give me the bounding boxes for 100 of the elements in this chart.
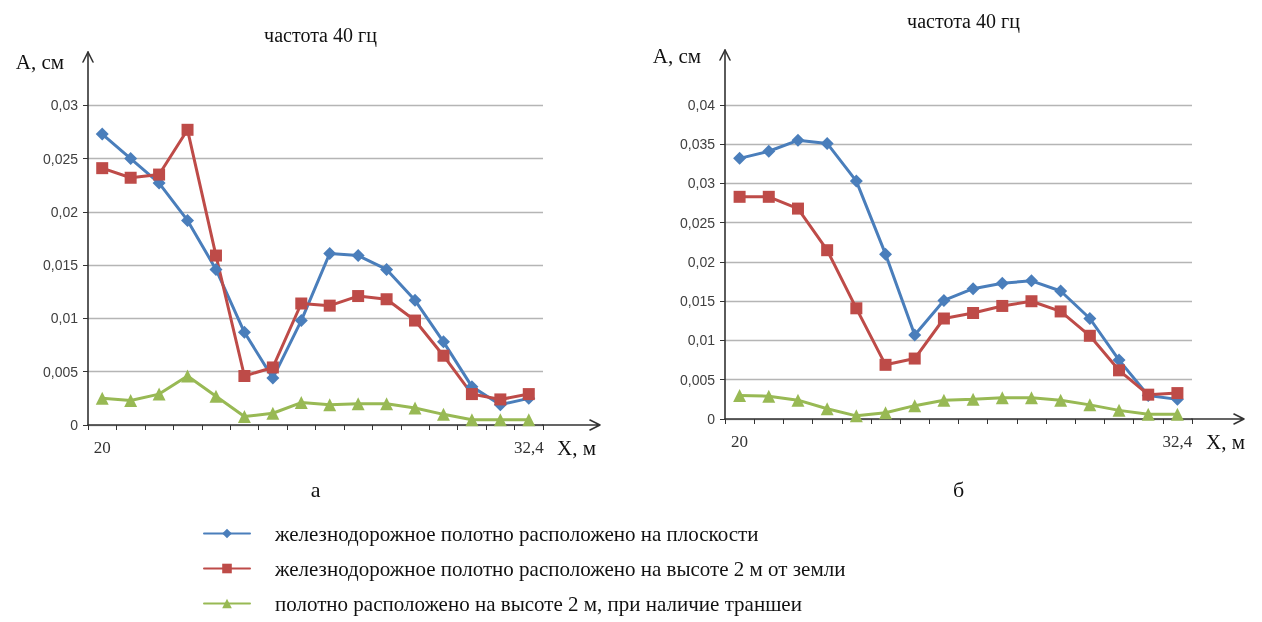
point (937, 293, 951, 307)
point (153, 168, 166, 181)
point (850, 302, 863, 315)
chart-title: частота 40 гц (907, 10, 1021, 33)
y-axis-title: А, см (652, 44, 701, 68)
point (879, 247, 893, 261)
y-tick-label: 0,04 (687, 96, 716, 113)
point (937, 312, 950, 325)
point (1112, 403, 1126, 417)
x-tick-label: 20 (93, 438, 111, 457)
y-tick-label: 0,03 (687, 175, 716, 192)
point (1024, 274, 1038, 288)
point (266, 406, 280, 420)
point (323, 299, 336, 312)
point (1054, 305, 1067, 318)
point (1025, 295, 1038, 308)
point (762, 389, 776, 403)
point (209, 262, 223, 276)
point (436, 407, 450, 421)
x-tick-label: 20 (731, 432, 749, 451)
point (352, 290, 365, 303)
y-tick-label: 0,015 (42, 257, 79, 274)
point (879, 406, 893, 420)
point (791, 393, 805, 407)
point (762, 144, 776, 158)
point (95, 391, 109, 405)
point (266, 371, 280, 385)
y-tick-label: 0,03 (50, 97, 79, 114)
y-tick-label: 0,025 (679, 214, 716, 231)
point (409, 314, 422, 327)
point (937, 393, 951, 407)
point (152, 387, 166, 401)
y-tick-label: 0,005 (42, 363, 79, 380)
point (522, 413, 536, 427)
point (908, 352, 921, 365)
point (494, 393, 507, 406)
point (380, 397, 394, 411)
point (408, 293, 422, 307)
point (996, 299, 1009, 312)
y-tick-label: 0,01 (687, 332, 716, 349)
point (237, 325, 251, 339)
text: б (952, 476, 965, 502)
legend-label: железнодорожное полотно расположено на высоте 2 м от земли (274, 556, 846, 581)
point (351, 397, 365, 411)
y-axis-title: А, см (15, 50, 64, 74)
y-tick-label: 0,02 (687, 253, 716, 270)
point (1054, 284, 1068, 298)
point (266, 361, 279, 374)
point (294, 314, 308, 328)
x-tick-label: 32,4 (513, 438, 545, 457)
point (124, 171, 137, 184)
x-tick-label: 32,4 (1162, 432, 1193, 451)
point (791, 133, 805, 147)
point (408, 401, 422, 415)
point (908, 399, 922, 413)
point (323, 398, 337, 412)
point (181, 369, 195, 383)
point (966, 282, 980, 296)
point (966, 392, 980, 406)
point (209, 249, 222, 262)
x-axis-title: X, м (1206, 429, 1245, 454)
point (1170, 407, 1184, 421)
point (465, 388, 478, 401)
point (522, 388, 535, 401)
point (96, 162, 109, 175)
point (1054, 393, 1068, 407)
point (1171, 387, 1184, 400)
point (181, 123, 194, 136)
point (124, 152, 138, 166)
point (1141, 407, 1155, 421)
point (762, 190, 775, 203)
y-tick-label: 0,035 (679, 136, 716, 153)
y-tick-label: 0 (707, 411, 716, 427)
point (1083, 329, 1096, 342)
point (849, 409, 863, 423)
point (820, 402, 834, 416)
point (908, 328, 922, 342)
chart-title: частота 40 гц (264, 24, 378, 47)
y-tick-label: 0,025 (42, 150, 79, 167)
point (351, 249, 365, 263)
point (967, 307, 980, 320)
legend-label: железнодорожное полотно расположено на плоскости (274, 521, 759, 546)
point (821, 244, 834, 257)
point (95, 127, 109, 141)
y-tick-label: 0,015 (679, 293, 716, 310)
y-tick-label: 0,01 (50, 310, 79, 327)
point (820, 136, 834, 150)
point (437, 349, 450, 362)
point (238, 369, 251, 382)
point (1083, 312, 1097, 326)
point (995, 391, 1009, 405)
point (209, 389, 223, 403)
y-tick-label: 0,005 (679, 371, 716, 388)
point (1083, 398, 1097, 412)
point (879, 358, 892, 371)
point (323, 246, 337, 260)
point (295, 297, 308, 310)
point (791, 202, 804, 215)
point (237, 409, 251, 423)
point (1024, 391, 1038, 405)
